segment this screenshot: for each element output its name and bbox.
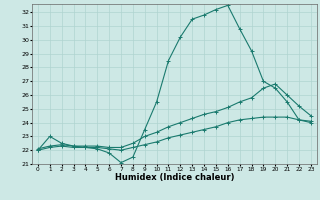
X-axis label: Humidex (Indice chaleur): Humidex (Indice chaleur) bbox=[115, 173, 234, 182]
